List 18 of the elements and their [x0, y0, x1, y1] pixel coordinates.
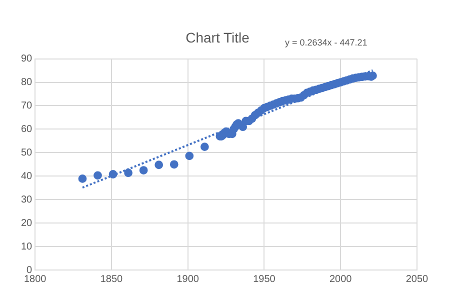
x-tick-label: 1850 — [100, 274, 124, 285]
x-tick-label: 2000 — [330, 274, 352, 285]
y-tick-label: 50 — [21, 147, 33, 158]
chart-title: Chart Title — [186, 29, 250, 46]
x-tick-label: 2050 — [406, 274, 429, 285]
y-tick-label: 20 — [21, 218, 33, 229]
y-tick-label: 60 — [21, 124, 33, 135]
y-tick-label: 40 — [21, 170, 33, 182]
y-tick-label: 10 — [21, 241, 33, 252]
text: y = 0.2634x - 447.21 — [285, 37, 368, 48]
y-tick-label: 0 — [26, 264, 33, 276]
y-tick-label: 90 — [21, 54, 33, 65]
y-tick-label: 80 — [21, 77, 33, 88]
y-tick-label: 30 — [21, 194, 33, 206]
x-tick-label: 1950 — [253, 274, 276, 285]
y-tick-label: 70 — [21, 100, 33, 112]
x-tick-label: 1900 — [176, 274, 200, 285]
x-tick-label: 1800 — [24, 274, 47, 285]
